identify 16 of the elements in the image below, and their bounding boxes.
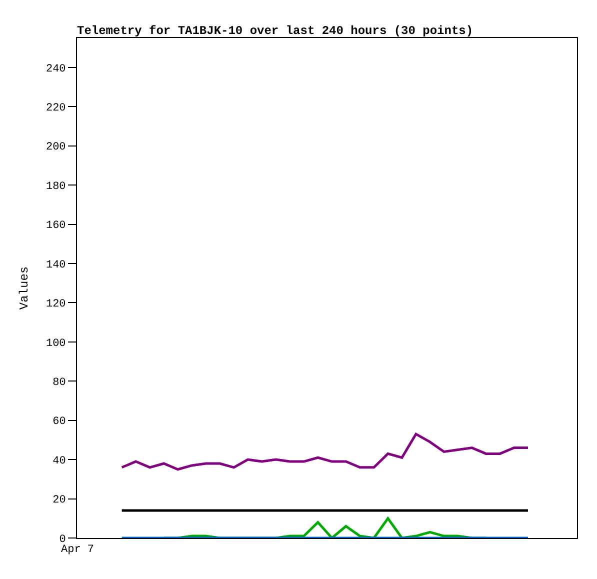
y-axis-title: Values	[17, 266, 32, 310]
y-tick-label: 180	[46, 180, 66, 193]
y-tick-label: 220	[46, 102, 66, 114]
y-tick-label: 20	[52, 494, 66, 507]
y-tick-label: 80	[52, 376, 66, 389]
y-tick-label: 40	[52, 455, 66, 468]
chart-title: Telemetry for TA1BJK-10 over last 240 hours (30 points)	[77, 24, 474, 38]
y-tick-label: 100	[46, 338, 66, 350]
y-tick-label: 240	[46, 63, 66, 76]
y-tick-label: 60	[52, 416, 66, 428]
text: Apr 7	[61, 544, 94, 556]
y-tick-label: 160	[46, 220, 66, 232]
y-tick-label: 140	[46, 259, 66, 272]
y-tick-label: 120	[46, 298, 66, 311]
y-tick-label: 0	[59, 534, 66, 546]
y-tick-label: 200	[46, 142, 66, 154]
